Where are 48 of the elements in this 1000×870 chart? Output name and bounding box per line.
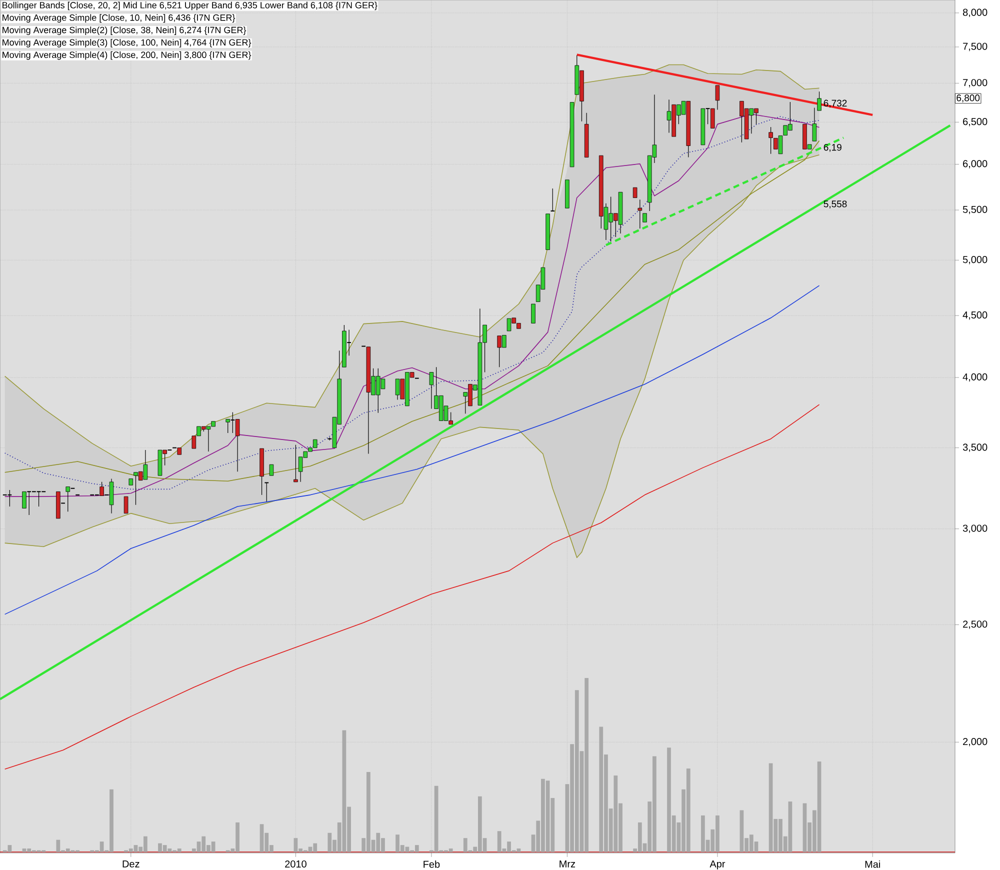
y-tick-label: 4,000 xyxy=(962,373,988,382)
y-tick-label: 3,500 xyxy=(962,444,988,452)
y-tick-label: 6,000 xyxy=(963,160,988,168)
candlestick xyxy=(66,486,70,512)
line-series xyxy=(4,64,820,467)
y-tick-label: 4,500 xyxy=(962,311,988,320)
y-tick-label: 7,500 xyxy=(963,42,988,52)
candlestick xyxy=(812,107,817,142)
y-tick-label: 8,000 xyxy=(962,8,988,18)
x-tick-label: 2010 xyxy=(285,860,306,868)
y-tick-label: 2,000 xyxy=(963,738,988,746)
candlestick xyxy=(817,91,822,111)
candlestick xyxy=(531,304,536,324)
y-tick-label: 7,000 xyxy=(963,79,988,88)
candlestick xyxy=(710,108,715,129)
candlestick xyxy=(124,496,128,514)
annotation: 6,800 xyxy=(956,94,980,102)
candlestick xyxy=(550,188,556,212)
annotation: Moving Average Simple [Close, 10, Nein] 6,436 {I7N GER} xyxy=(2,14,236,23)
candlestick xyxy=(638,199,642,229)
x-tick-label: Mai xyxy=(865,860,880,868)
annotation: Bollinger Bands [Close, 20, 2] Mid Line 6,521 Upper Band 6,935 Lower Band 6,108 {I7N GER} xyxy=(2,2,378,10)
candlestick xyxy=(715,85,720,110)
y-tick-label: 3,000 xyxy=(962,524,988,533)
x-tick-label: Mrz xyxy=(560,860,576,868)
x-tick-label: Feb xyxy=(424,860,440,868)
candlestick xyxy=(235,418,240,472)
annotation: 6,19 xyxy=(824,144,842,152)
candlestick xyxy=(264,482,270,502)
candlestick xyxy=(269,464,274,476)
annotation: Moving Average Simple(2) [Close, 38, Nein] 6,274 {I7N GER} xyxy=(2,26,246,35)
x-tick-label: Apr xyxy=(710,860,726,870)
line-series xyxy=(4,154,820,558)
candlestick xyxy=(632,187,638,198)
line-series xyxy=(4,285,820,615)
y-tick-label: 6,500 xyxy=(963,118,988,126)
annotation: Moving Average Simple(3) [Close, 100, Nein] 4,764 {I7N GER} xyxy=(2,38,252,48)
line-series xyxy=(4,404,820,770)
annotation: Moving Average Simple(4) [Close, 200, Nein] 3,800 {I7N GER} xyxy=(2,51,252,60)
candlestick xyxy=(429,372,434,410)
candlestick xyxy=(294,444,298,482)
annotation: 5,558 xyxy=(824,200,847,208)
candlestick xyxy=(768,126,773,154)
y-tick-label: 5,000 xyxy=(962,256,988,264)
annotation: 6,732 xyxy=(824,100,847,108)
y-tick-label: 2,500 xyxy=(963,620,988,629)
y-tick-label: 5,500 xyxy=(962,206,988,214)
x-tick-label: Dez xyxy=(122,860,140,868)
